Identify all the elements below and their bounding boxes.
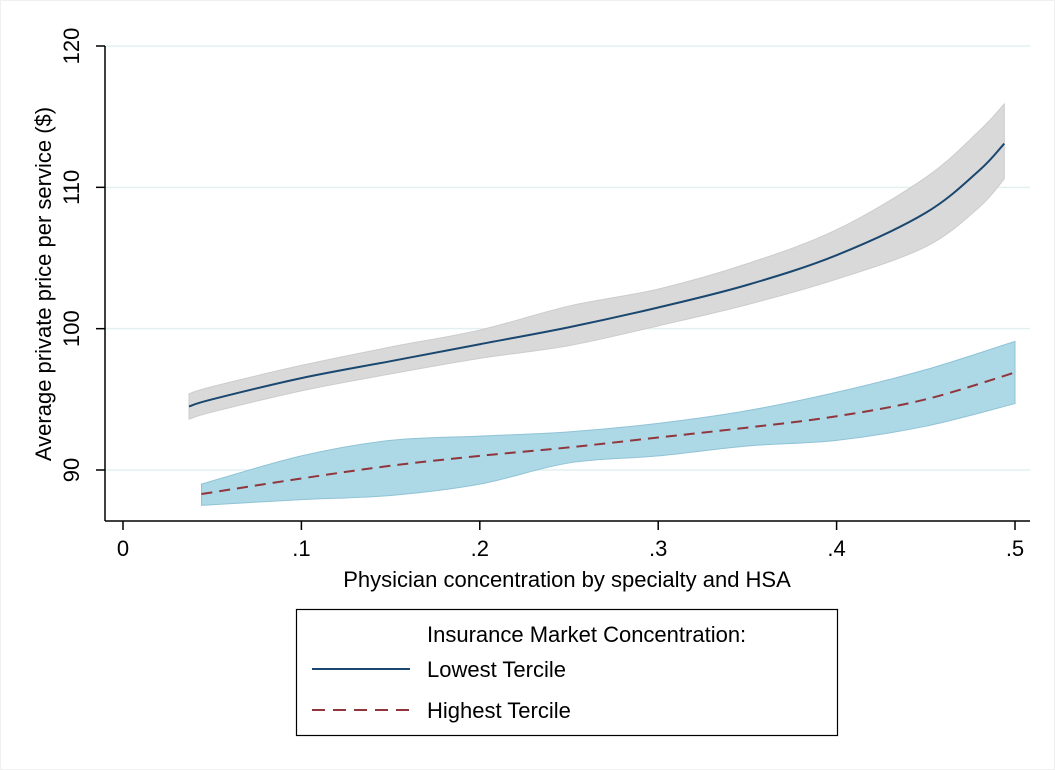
- legend-label-highest: Highest Tercile: [427, 698, 571, 723]
- y-axis-title: Average private price per service ($): [31, 107, 56, 461]
- y-ticks: 90 100 110 120: [59, 28, 105, 482]
- legend-box: [295, 608, 839, 737]
- x-tick-label: .1: [292, 536, 310, 561]
- legend-title: Insurance Market Concentration:: [427, 622, 746, 647]
- legend: Insurance Market Concentration: Lowest T…: [295, 608, 839, 737]
- x-tick-label: .4: [827, 536, 845, 561]
- y-tick-label: 90: [59, 458, 84, 482]
- line-lowest-tercile: [188, 142, 1006, 408]
- band-lowest-tercile: [188, 102, 1005, 420]
- series-lines: [188, 142, 1016, 496]
- x-tick-label: .5: [1006, 536, 1024, 561]
- y-tick-label: 120: [59, 28, 84, 65]
- x-ticks: 0 .1 .2 .3 .4 .5: [117, 521, 1024, 561]
- y-tick-label: 100: [59, 310, 84, 347]
- x-axis-title: Physician concentration by specialty and…: [343, 567, 791, 592]
- legend-label-lowest: Lowest Tercile: [427, 657, 566, 682]
- axes: [104, 46, 1030, 522]
- x-tick-label: 0: [117, 536, 129, 561]
- x-tick-label: .2: [471, 536, 489, 561]
- y-tick-label: 110: [59, 170, 84, 205]
- x-tick-label: .3: [649, 536, 667, 561]
